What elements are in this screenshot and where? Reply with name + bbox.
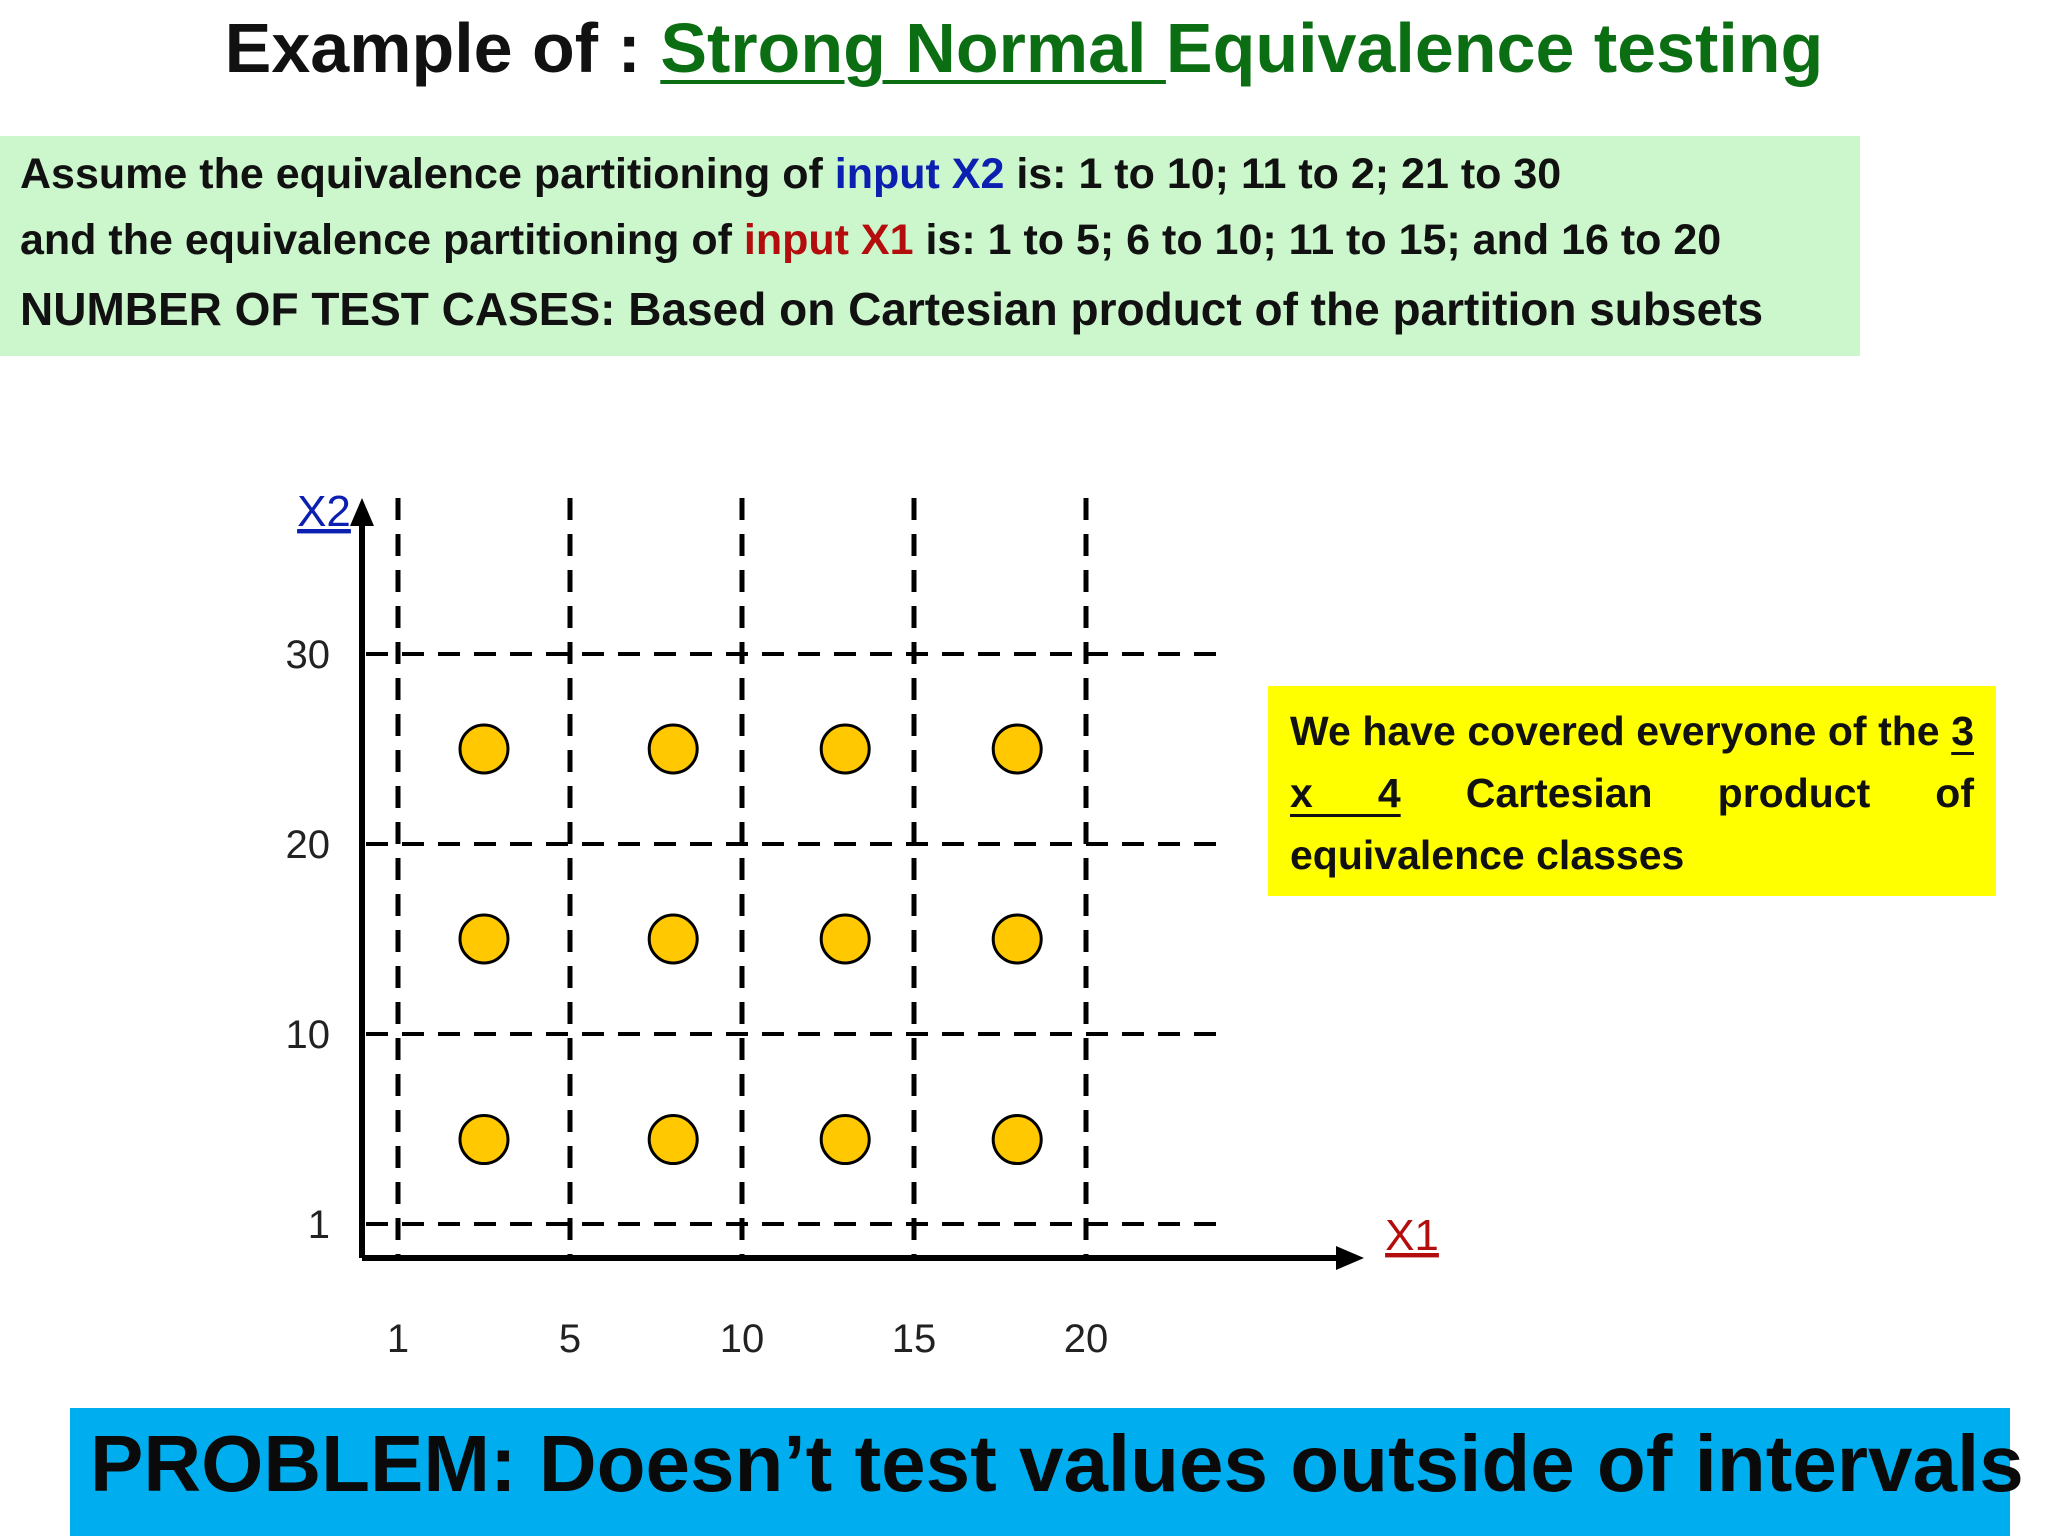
test-point-7 [819, 913, 871, 965]
test-point-2 [647, 1114, 699, 1166]
test-point-9 [458, 723, 510, 775]
title-prefix: Example of : [224, 9, 661, 87]
x-axis-label: X1 [1385, 1211, 1439, 1260]
y-axis-label: X2 [297, 487, 351, 536]
line1-post: is: 1 to 10; 11 to 2; 21 to 30 [1004, 150, 1562, 198]
problem-banner: PROBLEM: Doesn’t test values outside of … [70, 1408, 2024, 1536]
x-tick-label-20: 20 [1064, 1317, 1109, 1361]
x-tick-label-10: 10 [720, 1317, 765, 1361]
coverage-note: We have covered everyone of the 3 x 4 Ca… [1268, 686, 1996, 896]
test-point-6 [647, 913, 699, 965]
x-tick-label-5: 5 [559, 1317, 581, 1361]
x-axis-arrow [1336, 1246, 1364, 1270]
test-point-1 [458, 1114, 510, 1166]
input-x1-label: input X1 [743, 216, 914, 264]
x-tick-label-1: 1 [387, 1317, 409, 1361]
x-tick-label-15: 15 [892, 1317, 937, 1361]
y-tick-label-1: 1 [308, 1203, 330, 1247]
test-point-3 [819, 1114, 871, 1166]
assumption-line-1: Assume the equivalence partitioning of i… [20, 150, 1561, 199]
assumption-line-2: and the equivalence partitioning of inpu… [20, 216, 1721, 265]
y-tick-label-10: 10 [286, 1013, 331, 1057]
y-axis-arrow [350, 498, 374, 526]
title-part2: Equivalence testing [1165, 9, 1824, 87]
note-pre: We have covered everyone of the [1290, 708, 1952, 754]
y-tick-label-20: 20 [286, 823, 331, 867]
test-point-11 [819, 723, 871, 775]
note-post: Cartesian product of equivalence classes [1290, 770, 1974, 878]
test-point-12 [991, 723, 1043, 775]
y-tick-label-30: 30 [286, 633, 331, 677]
input-x2-label: input X2 [834, 150, 1005, 198]
test-point-8 [991, 913, 1043, 965]
line2-pre: and the equivalence partitioning of [20, 216, 744, 264]
page-title: Example of : Strong Normal Equivalence t… [0, 8, 2048, 88]
assumption-box: Assume the equivalence partitioning of i… [0, 136, 1860, 356]
test-point-4 [991, 1114, 1043, 1166]
note-product: 3 x 4 [1290, 708, 1974, 816]
line2-post: is: 1 to 5; 6 to 10; 11 to 15; and 16 to… [913, 216, 1722, 264]
test-point-5 [458, 913, 510, 965]
test-point-10 [647, 723, 699, 775]
line1-pre: Assume the equivalence partitioning of [20, 150, 835, 198]
assumption-line-3: NUMBER OF TEST CASES: Based on Cartesian… [20, 283, 1764, 335]
title-part1: Strong Normal [660, 9, 1166, 87]
problem-text: PROBLEM: Doesn’t test values outside of … [90, 1419, 2024, 1508]
